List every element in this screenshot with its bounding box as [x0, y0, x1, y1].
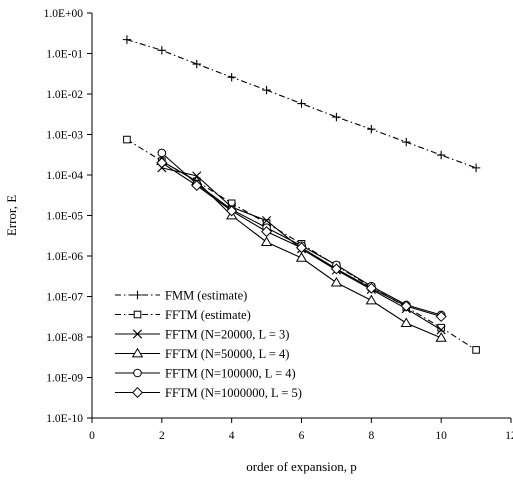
x-tick-label: 10: [435, 430, 447, 442]
plus-marker: [262, 85, 271, 95]
legend-label: FFTM (N=20000, L = 3): [165, 328, 289, 342]
diamond-marker: [435, 311, 447, 323]
plus-marker: [402, 137, 411, 147]
legend-item: FFTM (estimate): [115, 308, 251, 322]
square-marker: [472, 346, 480, 354]
legend-label: FFTM (N=1000000, L = 5): [165, 386, 302, 400]
diamond-marker: [330, 263, 342, 275]
plus-marker: [332, 112, 341, 122]
x-marker: [261, 215, 272, 226]
diamond-marker: [295, 242, 308, 254]
plus-marker: [367, 125, 376, 134]
y-tick-label: 1.0E-02: [46, 89, 83, 101]
x-tick-label: 6: [299, 430, 305, 442]
x-marker: [436, 325, 446, 335]
plus-marker: [227, 72, 236, 82]
legend: FMM (estimate) FFTM (estimate) FFTM (N=200…: [115, 289, 302, 400]
triangle-marker: [365, 294, 378, 305]
circle-marker: [157, 148, 167, 158]
plus-marker: [157, 46, 167, 55]
square-marker: [133, 310, 142, 319]
legend-item: FFTM (N=1000000, L = 5): [115, 386, 302, 400]
axes: 1.0E+00 1.0E-01 1.0E-02 1.0E-03 1.0E-04 1.0E-…: [44, 8, 513, 442]
y-tick-label: 1.0E+00: [44, 8, 84, 20]
legend-label: FFTM (N=50000, L = 4): [165, 347, 289, 361]
plus-marker: [133, 290, 142, 300]
y-tick-label: 1.0E-04: [46, 170, 83, 182]
circle-marker: [133, 368, 142, 378]
triangle-marker: [295, 252, 308, 262]
diamond-marker: [365, 282, 377, 294]
y-tick-label: 1.0E-10: [46, 413, 83, 425]
plus-marker: [436, 150, 446, 160]
plot-area: [122, 35, 481, 354]
y-tick-label: 1.0E-03: [46, 130, 83, 142]
legend-label: FMM (estimate): [165, 289, 247, 303]
legend-label: FFTM (estimate): [165, 308, 251, 322]
legend-item: FFTM (N=100000, L = 4): [115, 367, 296, 381]
diamond-marker: [261, 226, 273, 238]
legend-label: FFTM (N=100000, L = 4): [165, 367, 296, 381]
diamond-marker: [156, 157, 168, 169]
plus-marker: [122, 35, 132, 44]
legend-item: FFTM (N=50000, L = 4): [115, 347, 289, 361]
x-tick-label: 0: [89, 430, 95, 442]
diamond-marker: [191, 180, 203, 192]
y-tick-label: 1.0E-06: [46, 251, 83, 263]
diamond-marker: [131, 386, 144, 399]
y-tick-label: 1.0E-05: [46, 211, 83, 223]
y-axis-title: Error, E: [4, 195, 19, 236]
legend-item: FFTM (N=20000, L = 3): [115, 328, 289, 342]
x-axis-title: order of expansion, p: [246, 459, 356, 474]
y-tick-label: 1.0E-09: [46, 373, 83, 385]
x-tick-label: 8: [368, 430, 374, 442]
plus-marker: [471, 163, 481, 173]
x-tick-label: 4: [229, 430, 235, 442]
x-marker: [132, 329, 143, 339]
triangle-marker: [131, 347, 144, 358]
triangle-marker: [435, 332, 447, 342]
x-tick-label: 2: [159, 430, 165, 442]
y-tick-label: 1.0E-01: [46, 49, 83, 61]
x-tick-label: 12: [505, 430, 513, 442]
plus-marker: [297, 99, 306, 108]
diamond-marker: [400, 300, 412, 312]
series-fmm-estimate: [122, 35, 481, 173]
y-tick-label: 1.0E-08: [46, 332, 83, 344]
plus-marker: [192, 59, 201, 69]
triangle-marker: [260, 236, 273, 247]
triangle-marker: [400, 317, 412, 328]
square-marker: [123, 135, 131, 144]
diamond-marker: [226, 205, 238, 217]
series-fftm-n-1000000-l-5: [156, 157, 447, 323]
triangle-marker: [330, 276, 343, 287]
legend-item: FMM (estimate): [115, 289, 247, 303]
y-tick-label: 1.0E-07: [46, 292, 83, 304]
